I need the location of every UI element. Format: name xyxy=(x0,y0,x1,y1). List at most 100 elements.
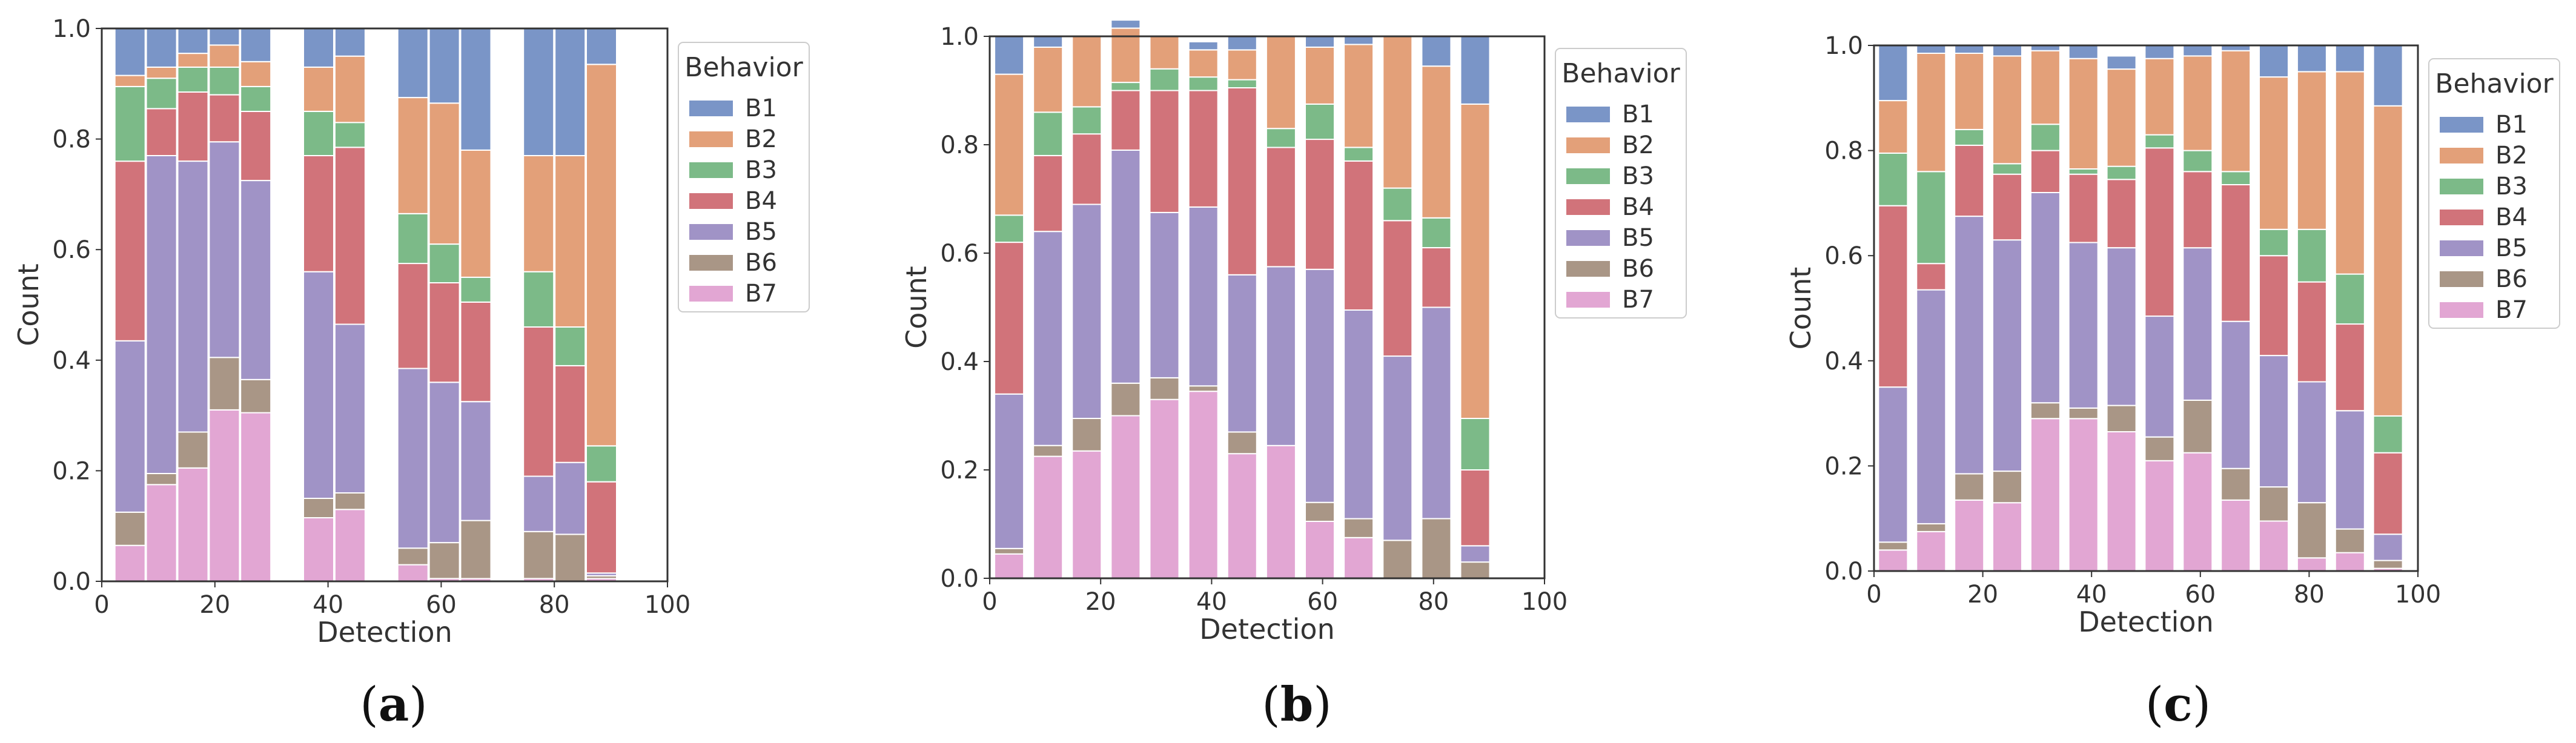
bar-segment-b4 xyxy=(586,481,617,574)
legend-label-b1: B1 xyxy=(1622,101,1654,128)
bar-segment-b5 xyxy=(1343,309,1374,520)
bar-segment-b2 xyxy=(334,55,366,124)
bar-segment-b6 xyxy=(114,511,146,546)
bar-segment-b4 xyxy=(114,160,146,342)
bar-segment-b6 xyxy=(1421,518,1452,579)
bar-segment-b3 xyxy=(1265,128,1296,148)
bar-segment-b5 xyxy=(2106,247,2137,406)
bar-segment-b1 xyxy=(1033,36,1064,48)
bar-segment-b1 xyxy=(145,28,177,68)
bar-segment-b6 xyxy=(2372,560,2403,569)
bar-segment-b1 xyxy=(114,28,146,76)
bar-segment-b7 xyxy=(145,484,177,583)
bar-segment-b6 xyxy=(2068,407,2099,420)
y-tick-label: 0.4 xyxy=(1824,348,1863,375)
bar-segment-b1 xyxy=(240,28,272,62)
bar-segment-b2 xyxy=(1916,53,1947,173)
x-tick-label: 0 xyxy=(1866,581,1881,609)
legend-label-b6: B6 xyxy=(2495,265,2528,293)
bar-segment-b2 xyxy=(1227,49,1257,81)
bar-segment-b6 xyxy=(523,530,555,580)
bar-segment-b7 xyxy=(1071,450,1102,580)
y-tick-label: 0.2 xyxy=(52,457,91,485)
bar-segment-b6 xyxy=(1110,382,1141,417)
bar-segment-b5 xyxy=(994,393,1025,549)
bar-segment-b4 xyxy=(177,91,209,162)
bar-segment-b7 xyxy=(303,517,334,582)
bar-segment-b2 xyxy=(994,73,1025,216)
bar-segment-b3 xyxy=(1188,76,1219,91)
bar-segment-b6 xyxy=(303,498,334,518)
bar-segment-b3 xyxy=(1033,111,1064,156)
bar-segment-b4 xyxy=(1916,263,1947,291)
bar-segment-b4 xyxy=(1110,90,1141,151)
panel-b: 0.0 0.2 0.4 0.6 0.8 1.0 0 20 40 60 80 100 Detection C… xyxy=(900,19,1687,646)
bar-segment-b1 xyxy=(1188,41,1219,51)
bar-segment-b2 xyxy=(1305,46,1335,105)
bar-segment-b6 xyxy=(1305,501,1335,523)
bar-segment-b7 xyxy=(208,409,240,582)
bar-segment-b5 xyxy=(303,271,334,499)
bar-segment-b5 xyxy=(2144,315,2175,438)
bar-segment-b7 xyxy=(2296,557,2327,572)
bar-segment-b5 xyxy=(1460,545,1491,563)
bar-segment-b3 xyxy=(1149,68,1180,91)
bar-segment-b4 xyxy=(1265,147,1296,268)
legend-swatch-b1 xyxy=(1566,107,1610,122)
x-tick-label: 60 xyxy=(2185,581,2216,609)
bar-segment-b6 xyxy=(1916,523,1947,532)
bar-segment-b7 xyxy=(1954,499,1985,572)
bar-segment-b4 xyxy=(1878,205,1909,388)
legend-label-b3: B3 xyxy=(745,156,777,184)
bar-segment-b5 xyxy=(397,368,429,549)
y-axis-label: Count xyxy=(900,266,933,349)
bar-segment-b5 xyxy=(1878,386,1909,543)
bar-segment-b4 xyxy=(240,111,272,182)
bar-segment-b3 xyxy=(586,445,617,483)
bar-segment-b5 xyxy=(1382,355,1413,541)
bar-segment-b2 xyxy=(554,155,586,328)
bar-segment-b4 xyxy=(1421,247,1452,308)
y-tick-label: 1.0 xyxy=(52,15,91,43)
legend-swatch-b1 xyxy=(689,101,733,116)
bar-segment-b4 xyxy=(1382,220,1413,357)
bar-segment-b4 xyxy=(523,326,555,477)
bar-segment-b3 xyxy=(1110,82,1141,91)
bar-segment-b1 xyxy=(428,28,460,104)
bar-segment-b2 xyxy=(114,74,146,87)
bar-segment-b2 xyxy=(1460,103,1491,419)
bar-segment-b1 xyxy=(994,36,1025,75)
bars-a xyxy=(114,28,617,583)
x-tick-label: 20 xyxy=(1967,581,1998,609)
bar-segment-b7 xyxy=(994,553,1025,580)
bar-segment-b4 xyxy=(2106,179,2137,249)
bar-segment-b6 xyxy=(2182,399,2213,454)
x-axis-label: Detection xyxy=(1199,613,1334,646)
legend-swatch-b7 xyxy=(689,286,733,302)
legend-swatch-b2 xyxy=(1566,137,1610,153)
bar-segment-b5 xyxy=(523,475,555,532)
bar-segment-b2 xyxy=(1071,36,1102,108)
bar-segment-b5 xyxy=(2030,192,2061,404)
legend-swatch-b4 xyxy=(689,193,733,209)
bar-segment-b4 xyxy=(1227,87,1257,276)
y-tick-label: 0.6 xyxy=(1824,242,1863,270)
bar-segment-b3 xyxy=(2068,168,2099,175)
bar-segment-b3 xyxy=(1878,152,1909,206)
bar-segment-b3 xyxy=(208,66,240,96)
bar-segment-b4 xyxy=(2182,171,2213,249)
bar-segment-b7 xyxy=(240,412,272,582)
bar-segment-b5 xyxy=(1071,203,1102,419)
y-tick-label: 0.8 xyxy=(52,126,91,154)
y-tick-label: 0.8 xyxy=(1824,137,1863,165)
bar-segment-b6 xyxy=(2030,402,2061,420)
x-tick-label: 60 xyxy=(1307,588,1338,616)
bar-segment-b3 xyxy=(2334,273,2365,325)
legend-label-b1: B1 xyxy=(745,94,777,122)
bar-segment-b4 xyxy=(397,263,429,369)
x-tick-label: 0 xyxy=(94,591,109,619)
bar-segment-b7 xyxy=(2220,499,2251,572)
bar-segment-b6 xyxy=(2106,405,2137,432)
bar-segment-b3 xyxy=(145,78,177,110)
